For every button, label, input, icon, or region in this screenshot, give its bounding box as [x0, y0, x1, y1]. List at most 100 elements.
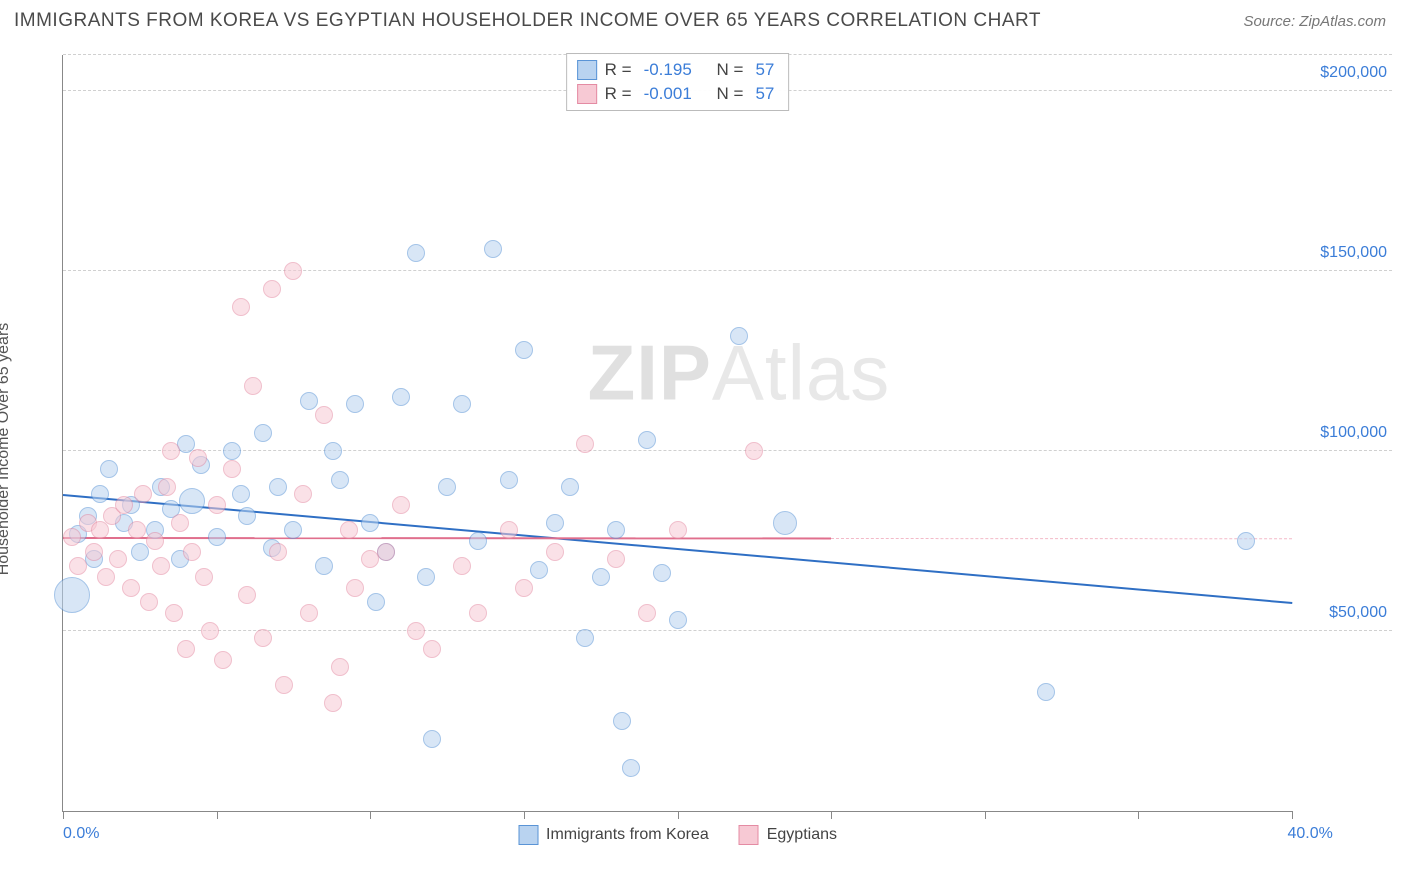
- gridline: [63, 270, 1392, 271]
- data-point-korea: [100, 460, 118, 478]
- chart-header: IMMIGRANTS FROM KOREA VS EGYPTIAN HOUSEH…: [0, 0, 1406, 37]
- legend-label: Egyptians: [767, 826, 837, 844]
- n-label: N =: [717, 60, 744, 80]
- watermark-part1: ZIP: [588, 328, 712, 416]
- data-point-egyptians: [453, 557, 471, 575]
- data-point-egyptians: [201, 622, 219, 640]
- data-point-egyptians: [669, 521, 687, 539]
- data-point-egyptians: [85, 543, 103, 561]
- data-point-egyptians: [469, 604, 487, 622]
- y-tick-label: $50,000: [1329, 604, 1387, 622]
- data-point-korea: [613, 712, 631, 730]
- data-point-egyptians: [392, 496, 410, 514]
- data-point-korea: [561, 478, 579, 496]
- data-point-korea: [208, 528, 226, 546]
- data-point-korea: [423, 730, 441, 748]
- data-point-korea: [469, 532, 487, 550]
- legend-label: Immigrants from Korea: [546, 826, 709, 844]
- data-point-egyptians: [97, 568, 115, 586]
- data-point-egyptians: [177, 640, 195, 658]
- data-point-egyptians: [109, 550, 127, 568]
- x-tick: [63, 811, 64, 819]
- data-point-egyptians: [407, 622, 425, 640]
- data-point-egyptians: [140, 593, 158, 611]
- data-point-korea: [238, 507, 256, 525]
- data-point-korea: [453, 395, 471, 413]
- data-point-egyptians: [607, 550, 625, 568]
- data-point-korea: [361, 514, 379, 532]
- data-point-korea: [515, 341, 533, 359]
- y-tick-label: $100,000: [1320, 424, 1387, 442]
- x-tick: [524, 811, 525, 819]
- n-value: 57: [755, 84, 774, 104]
- swatch-icon: [577, 84, 597, 104]
- data-point-egyptians: [275, 676, 293, 694]
- legend-row-egyptians: R = -0.001 N = 57: [577, 82, 779, 106]
- data-point-korea: [331, 471, 349, 489]
- x-tick: [985, 811, 986, 819]
- data-point-korea: [179, 488, 205, 514]
- x-tick: [217, 811, 218, 819]
- swatch-icon: [518, 825, 538, 845]
- data-point-korea: [417, 568, 435, 586]
- data-point-egyptians: [232, 298, 250, 316]
- data-point-egyptians: [165, 604, 183, 622]
- data-point-egyptians: [263, 280, 281, 298]
- x-tick: [370, 811, 371, 819]
- x-tick: [831, 811, 832, 819]
- data-point-korea: [91, 485, 109, 503]
- y-tick-label: $200,000: [1320, 64, 1387, 82]
- trendline-extrapolated: [831, 538, 1292, 539]
- series-legend: Immigrants from Korea Egyptians: [518, 825, 837, 845]
- gridline: [63, 450, 1392, 451]
- x-tick: [1138, 811, 1139, 819]
- data-point-egyptians: [115, 496, 133, 514]
- data-point-egyptians: [254, 629, 272, 647]
- data-point-egyptians: [244, 377, 262, 395]
- plot-area: ZIPAtlas R = -0.195 N = 57 R = -0.001 N …: [62, 55, 1292, 812]
- data-point-egyptians: [500, 521, 518, 539]
- data-point-egyptians: [158, 478, 176, 496]
- data-point-korea: [638, 431, 656, 449]
- data-point-korea: [653, 564, 671, 582]
- data-point-egyptians: [214, 651, 232, 669]
- data-point-egyptians: [515, 579, 533, 597]
- r-value: -0.001: [644, 84, 692, 104]
- data-point-egyptians: [189, 449, 207, 467]
- swatch-icon: [577, 60, 597, 80]
- data-point-egyptians: [331, 658, 349, 676]
- data-point-egyptians: [294, 485, 312, 503]
- data-point-egyptians: [223, 460, 241, 478]
- data-point-korea: [232, 485, 250, 503]
- correlation-legend: R = -0.195 N = 57 R = -0.001 N = 57: [566, 53, 790, 111]
- data-point-egyptians: [91, 521, 109, 539]
- data-point-egyptians: [63, 528, 81, 546]
- data-point-egyptians: [324, 694, 342, 712]
- data-point-egyptians: [162, 442, 180, 460]
- x-tick-start: 0.0%: [63, 825, 99, 843]
- data-point-korea: [392, 388, 410, 406]
- swatch-icon: [739, 825, 759, 845]
- data-point-korea: [484, 240, 502, 258]
- data-point-egyptians: [195, 568, 213, 586]
- data-point-egyptians: [238, 586, 256, 604]
- data-point-korea: [607, 521, 625, 539]
- data-point-korea: [407, 244, 425, 262]
- data-point-korea: [576, 629, 594, 647]
- data-point-korea: [592, 568, 610, 586]
- data-point-korea: [324, 442, 342, 460]
- legend-item-korea: Immigrants from Korea: [518, 825, 709, 845]
- data-point-korea: [346, 395, 364, 413]
- chart-source: Source: ZipAtlas.com: [1243, 13, 1386, 30]
- data-point-egyptians: [152, 557, 170, 575]
- data-point-korea: [284, 521, 302, 539]
- data-point-korea: [1237, 532, 1255, 550]
- r-label: R =: [605, 84, 632, 104]
- data-point-egyptians: [134, 485, 152, 503]
- data-point-egyptians: [377, 543, 395, 561]
- data-point-korea: [669, 611, 687, 629]
- data-point-korea: [1037, 683, 1055, 701]
- data-point-korea: [438, 478, 456, 496]
- data-point-egyptians: [69, 557, 87, 575]
- data-point-egyptians: [300, 604, 318, 622]
